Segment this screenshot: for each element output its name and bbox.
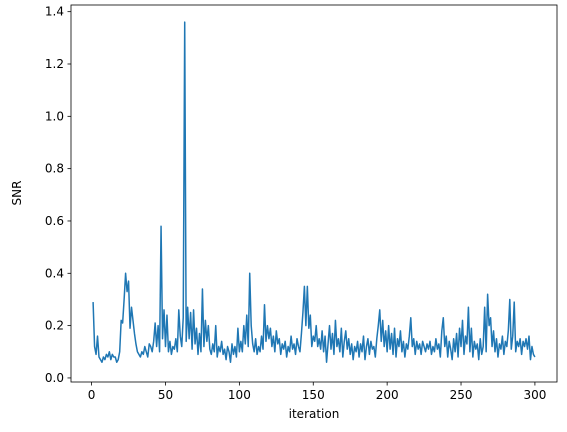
x-axis-label: iteration xyxy=(289,407,340,421)
y-tick-label: 0.8 xyxy=(45,162,64,176)
y-tick-label: 1.0 xyxy=(45,109,64,123)
x-tick-label: 250 xyxy=(450,388,473,402)
y-tick-label: 0.6 xyxy=(45,214,64,228)
y-tick-label: 0.2 xyxy=(45,319,64,333)
x-tick-label: 100 xyxy=(228,388,251,402)
y-tick-label: 0.0 xyxy=(45,371,64,385)
y-tick-label: 1.4 xyxy=(45,5,64,19)
y-tick-label: 1.2 xyxy=(45,57,64,71)
x-tick-label: 50 xyxy=(158,388,173,402)
y-axis-label: SNR xyxy=(10,181,24,206)
x-tick-label: 200 xyxy=(376,388,399,402)
x-tick-label: 0 xyxy=(88,388,96,402)
x-tick-label: 300 xyxy=(523,388,546,402)
data-line xyxy=(92,21,536,363)
axes-frame xyxy=(70,4,558,383)
x-tick-label: 150 xyxy=(302,388,325,402)
y-tick-label: 0.4 xyxy=(45,266,64,280)
